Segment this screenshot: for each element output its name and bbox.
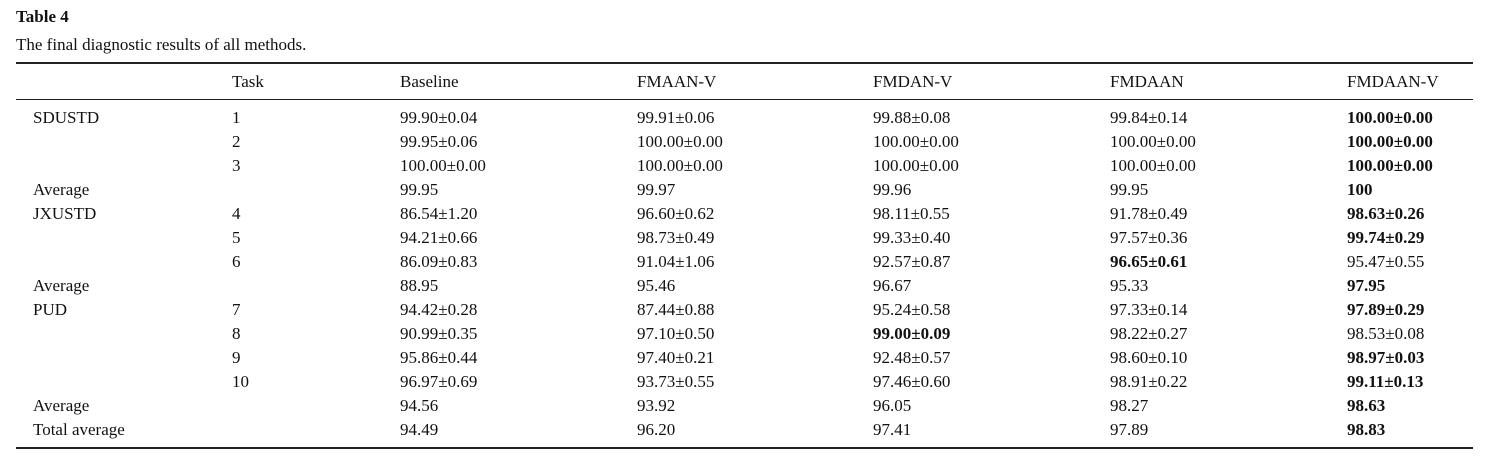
table-cell: 100.00±0.00	[1347, 132, 1433, 151]
table-cell: 87.44±0.88	[637, 300, 715, 319]
table-cell: 94.49	[400, 420, 439, 439]
top-rule	[16, 62, 1473, 64]
bottom-rule	[16, 447, 1473, 449]
table-cell: 98.91±0.22	[1110, 372, 1188, 391]
table-cell: 5	[232, 228, 241, 247]
table-cell: 91.04±1.06	[637, 252, 715, 271]
header-cell: FMDAN-V	[873, 72, 953, 91]
table-cell: 96.05	[873, 396, 912, 415]
table-cell: 93.73±0.55	[637, 372, 715, 391]
table-cell: 99.95±0.06	[400, 132, 478, 151]
table-cell: 100.00±0.00	[1110, 132, 1196, 151]
table-cell: 96.20	[637, 420, 676, 439]
table-cell: 100.00±0.00	[873, 132, 959, 151]
table-cell: 99.90±0.04	[400, 108, 478, 127]
table-cell: 92.48±0.57	[873, 348, 951, 367]
table-cell: 96.60±0.62	[637, 204, 715, 223]
table-cell: 99.84±0.14	[1110, 108, 1188, 127]
table-cell: 93.92	[637, 396, 676, 415]
table-cell: 95.86±0.44	[400, 348, 478, 367]
table-cell: 95.24±0.58	[873, 300, 951, 319]
table-cell: 99.97	[637, 180, 676, 199]
table-cell: 97.95	[1347, 276, 1386, 295]
header-cell: FMDAAN	[1110, 72, 1184, 91]
table-cell: 100.00±0.00	[873, 156, 959, 175]
header-cell: Task	[232, 72, 264, 91]
table-cell: 8	[232, 324, 241, 343]
table-cell: 98.63±0.26	[1347, 204, 1425, 223]
table-cell: 96.97±0.69	[400, 372, 478, 391]
table-cell: 100.00±0.00	[1347, 156, 1433, 175]
table-cell: 4	[232, 204, 241, 223]
table-cell: 92.57±0.87	[873, 252, 951, 271]
table-cell: 97.10±0.50	[637, 324, 715, 343]
table-cell: 99.88±0.08	[873, 108, 951, 127]
row-label: Average	[33, 180, 90, 199]
table-cell: 98.27	[1110, 396, 1149, 415]
table-cell: 1	[232, 108, 241, 127]
table-cell: 96.65±0.61	[1110, 252, 1188, 271]
table-cell: 9	[232, 348, 241, 367]
table-cell: 97.41	[873, 420, 912, 439]
row-label: SDUSTD	[33, 108, 100, 127]
table-cell: 3	[232, 156, 241, 175]
table-cell: 95.47±0.55	[1347, 252, 1425, 271]
table-cell: 96.67	[873, 276, 912, 295]
table-cell: 95.33	[1110, 276, 1149, 295]
table-cell: 97.89±0.29	[1347, 300, 1425, 319]
table-cell: 97.33±0.14	[1110, 300, 1188, 319]
table-cell: 100.00±0.00	[1110, 156, 1196, 175]
table-cell: 99.96	[873, 180, 912, 199]
table-cell: 97.89	[1110, 420, 1149, 439]
table-cell: 100.00±0.00	[637, 156, 723, 175]
table-cell: 99.11±0.13	[1347, 372, 1424, 391]
table-cell: 99.00±0.09	[873, 324, 951, 343]
header-cell: FMAAN-V	[637, 72, 717, 91]
table-cell: 100.00±0.00	[1347, 108, 1433, 127]
table-cell: 99.91±0.06	[637, 108, 715, 127]
table-cell: 99.95	[1110, 180, 1149, 199]
table-cell: 86.09±0.83	[400, 252, 478, 271]
table-cell: 10	[232, 372, 249, 391]
row-label: PUD	[33, 300, 68, 319]
table-cell: 100	[1347, 180, 1373, 199]
table-cell: 91.78±0.49	[1110, 204, 1188, 223]
table-cell: 98.73±0.49	[637, 228, 715, 247]
table-cell: 99.33±0.40	[873, 228, 951, 247]
table-cell: 97.40±0.21	[637, 348, 715, 367]
table-cell: 7	[232, 300, 241, 319]
table-cell: 100.00±0.00	[637, 132, 723, 151]
table-cell: 98.11±0.55	[873, 204, 950, 223]
row-label: Average	[33, 396, 90, 415]
table-cell: 98.97±0.03	[1347, 348, 1425, 367]
table-cell: 95.46	[637, 276, 676, 295]
table-cell: 2	[232, 132, 241, 151]
table-cell: 97.57±0.36	[1110, 228, 1188, 247]
table-caption: The final diagnostic results of all meth…	[16, 35, 307, 54]
table-cell: 98.60±0.10	[1110, 348, 1188, 367]
table-cell: 98.63	[1347, 396, 1386, 415]
header-cell: Baseline	[400, 72, 459, 91]
table-cell: 98.53±0.08	[1347, 324, 1425, 343]
table-cell: 94.21±0.66	[400, 228, 478, 247]
table-cell: 6	[232, 252, 241, 271]
table-cell: 86.54±1.20	[400, 204, 478, 223]
header-cell: FMDAAN-V	[1347, 72, 1439, 91]
table-cell: 99.95	[400, 180, 439, 199]
table-cell: 94.42±0.28	[400, 300, 478, 319]
table-cell: 98.22±0.27	[1110, 324, 1188, 343]
table-cell: 88.95	[400, 276, 439, 295]
table-cell: 98.83	[1347, 420, 1386, 439]
table-title: Table 4	[16, 7, 69, 26]
row-label: JXUSTD	[33, 204, 97, 223]
table-cell: 99.74±0.29	[1347, 228, 1425, 247]
row-label: Average	[33, 276, 90, 295]
row-label: Total average	[33, 420, 125, 439]
table-cell: 100.00±0.00	[400, 156, 486, 175]
header-rule	[16, 99, 1473, 100]
table-cell: 90.99±0.35	[400, 324, 478, 343]
table-cell: 94.56	[400, 396, 439, 415]
table-cell: 97.46±0.60	[873, 372, 951, 391]
